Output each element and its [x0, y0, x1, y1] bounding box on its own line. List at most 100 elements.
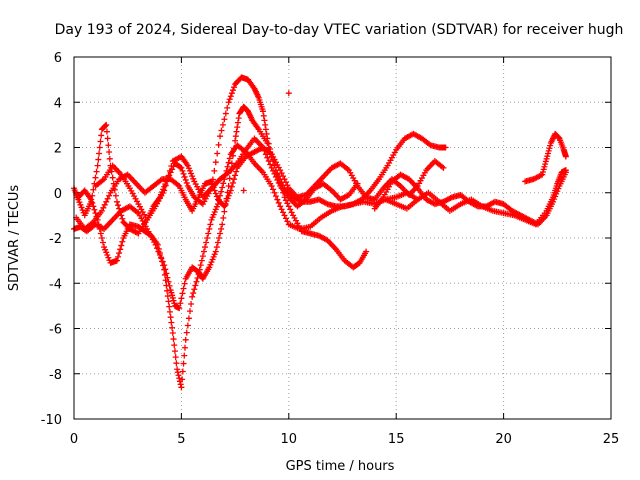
plot-frame: [73, 56, 612, 420]
x-axis-label: GPS time / hours: [286, 459, 395, 474]
data-point: [200, 248, 207, 255]
data-point: [221, 116, 228, 123]
data-point: [170, 336, 177, 343]
data-point: [106, 155, 113, 162]
data-point: [177, 164, 184, 171]
data-point: [180, 360, 187, 367]
data-point: [177, 381, 184, 388]
data-point: [272, 173, 279, 180]
data-point: [234, 119, 241, 126]
data-point: [275, 199, 282, 206]
data-point: [166, 303, 173, 310]
data-point: [202, 244, 209, 251]
data-point: [224, 104, 231, 111]
data-point: [235, 115, 242, 122]
data-point: [262, 151, 269, 158]
data-point: [228, 160, 235, 167]
data-point: [271, 170, 278, 177]
data-point: [227, 93, 234, 100]
data-point: [91, 206, 98, 213]
y-tick-label: -8: [49, 368, 62, 383]
data-point: [160, 262, 167, 269]
data-point: [162, 182, 169, 189]
series-trace-g: [382, 167, 569, 228]
data-point: [217, 192, 224, 199]
data-point: [156, 250, 163, 257]
data-point: [231, 176, 238, 183]
data-point: [166, 308, 173, 315]
outlier-point: [285, 90, 292, 97]
data-point: [165, 172, 172, 179]
data-point: [176, 375, 183, 382]
data-point: [97, 138, 104, 145]
data-point: [226, 96, 233, 103]
outlier-points: [240, 90, 292, 194]
data-point: [274, 176, 281, 183]
y-tick-label: 2: [54, 142, 62, 157]
data-point: [212, 159, 219, 166]
data-point: [206, 225, 213, 232]
x-tick-label: 10: [281, 432, 298, 447]
y-tick-label: 4: [54, 96, 62, 111]
data-point: [268, 182, 275, 189]
y-tick-label: 0: [54, 187, 62, 202]
data-point: [183, 179, 190, 186]
data-point: [185, 315, 192, 322]
data-point: [186, 308, 193, 315]
data-point: [164, 287, 171, 294]
data-point: [174, 369, 181, 376]
data-point: [198, 257, 205, 264]
data-point: [103, 198, 110, 205]
data-point: [179, 290, 186, 297]
data-point: [102, 122, 109, 129]
data-point: [168, 162, 175, 169]
data-point: [90, 186, 97, 193]
data-point: [96, 225, 103, 232]
data-point: [115, 253, 122, 260]
x-tick-label: 15: [388, 432, 405, 447]
data-point: [225, 159, 232, 166]
data-point: [219, 121, 226, 128]
data-point: [562, 167, 569, 174]
data-point: [179, 368, 186, 375]
data-point: [95, 221, 102, 228]
data-point: [219, 221, 226, 228]
data-point: [103, 121, 110, 128]
data-marks: [71, 74, 569, 391]
data-point: [164, 293, 171, 300]
data-point: [161, 271, 168, 278]
x-tick-label: 20: [495, 432, 512, 447]
data-point: [116, 250, 123, 257]
data-point: [207, 221, 214, 228]
data-point: [89, 199, 96, 206]
y-tick-label: -2: [49, 232, 62, 247]
data-point: [213, 193, 220, 200]
data-point: [96, 150, 103, 157]
data-point: [264, 154, 271, 161]
data-point: [96, 144, 103, 151]
data-point: [119, 238, 126, 245]
data-point: [119, 215, 126, 222]
outlier-point: [240, 187, 247, 194]
data-point: [157, 254, 164, 261]
data-point: [218, 188, 225, 195]
data-point: [277, 203, 284, 210]
data-point: [197, 262, 204, 269]
data-point: [169, 324, 176, 331]
data-point: [167, 314, 174, 321]
data-point: [260, 108, 267, 115]
data-point: [212, 248, 219, 255]
data-point: [228, 90, 235, 97]
data-point: [284, 200, 291, 207]
y-tick-label: 6: [54, 51, 62, 66]
data-point: [211, 187, 218, 194]
data-point: [214, 150, 221, 157]
data-point: [155, 245, 162, 252]
data-point: [194, 274, 201, 281]
data-point: [231, 84, 238, 91]
data-point: [268, 164, 275, 171]
data-point: [225, 182, 232, 189]
data-point: [174, 366, 181, 373]
data-point: [275, 179, 282, 186]
